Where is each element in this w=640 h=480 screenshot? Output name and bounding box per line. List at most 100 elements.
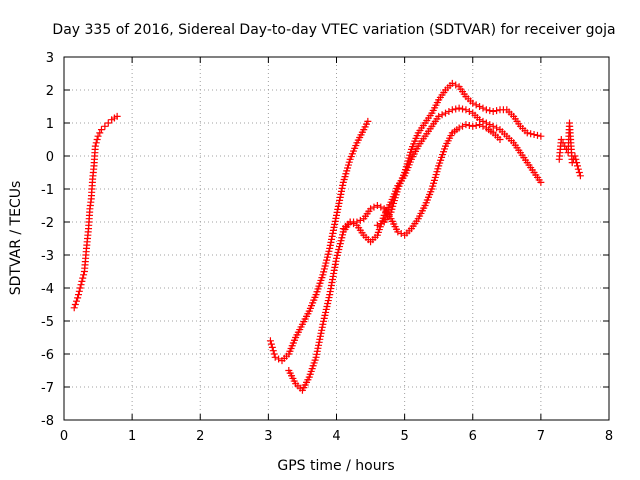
data-point [462, 106, 470, 114]
data-point [325, 294, 333, 302]
data-point [573, 162, 581, 170]
data-point [113, 112, 121, 120]
data-point [324, 297, 332, 305]
data-point [313, 350, 321, 358]
data-point [356, 216, 364, 224]
data-point [336, 193, 344, 201]
data-points [70, 79, 584, 394]
y-tick-label: -8 [41, 414, 54, 429]
data-point [313, 347, 321, 355]
data-point [455, 104, 463, 112]
data-point [320, 314, 328, 322]
data-point [318, 323, 326, 331]
data-point [493, 107, 501, 115]
data-point [324, 300, 332, 308]
data-point [367, 205, 375, 213]
data-point [336, 243, 344, 251]
data-point [373, 221, 381, 229]
data-point [486, 121, 494, 129]
data-point [74, 291, 82, 299]
data-point [455, 124, 463, 132]
data-point [574, 165, 582, 173]
data-point [331, 220, 339, 228]
data-point [270, 350, 278, 358]
data-point [353, 218, 361, 226]
data-point [370, 203, 378, 211]
data-point [267, 340, 275, 348]
data-point [373, 202, 381, 209]
data-point [333, 208, 341, 216]
x-tick-label: 2 [196, 429, 204, 444]
data-point [77, 281, 85, 289]
data-point [527, 130, 535, 138]
data-point [79, 274, 87, 282]
data-point [445, 107, 453, 115]
data-point [334, 202, 342, 210]
y-tick-label: -1 [41, 183, 54, 198]
data-point [465, 107, 473, 115]
data-point [338, 184, 346, 192]
data-point [472, 121, 480, 129]
data-point [329, 229, 337, 237]
data-point [523, 129, 531, 137]
data-point [330, 223, 338, 231]
data-point [448, 106, 456, 114]
x-axis-label: GPS time / hours [277, 458, 394, 474]
data-point [533, 131, 541, 139]
data-point [489, 122, 497, 130]
data-point [316, 335, 324, 343]
data-point [315, 341, 323, 349]
data-point [329, 226, 337, 234]
data-point [338, 234, 346, 242]
data-point [576, 172, 584, 180]
data-point [476, 103, 484, 110]
data-point [448, 79, 456, 87]
data-point [337, 190, 345, 198]
data-point [323, 302, 331, 310]
data-point [92, 139, 100, 147]
data-point [331, 217, 339, 225]
y-tick-label: -3 [41, 249, 54, 264]
data-point [334, 205, 342, 213]
data-point [101, 122, 109, 130]
data-point [469, 99, 477, 107]
data-point [93, 136, 101, 143]
x-tick-label: 6 [469, 429, 477, 444]
data-point [476, 121, 484, 129]
data-point [319, 320, 327, 328]
y-tick-label: -7 [41, 381, 54, 396]
axes: 0 1 2 3 4 5 6 7 8 -8 -7 -6 -5 -4 -3 -2 -1 0 1 2 3 [41, 51, 613, 444]
data-point [76, 284, 84, 292]
data-point [573, 159, 581, 167]
data-point [320, 317, 328, 325]
data-point [72, 297, 80, 305]
data-point [322, 308, 330, 316]
grid [64, 57, 609, 420]
data-point [97, 126, 105, 134]
data-point [75, 287, 83, 295]
data-point [442, 109, 449, 117]
data-point [462, 121, 470, 129]
data-point [469, 122, 477, 130]
data-point [336, 196, 344, 204]
data-point [91, 142, 99, 150]
data-point [317, 329, 325, 337]
data-point [335, 199, 343, 207]
y-tick-label: -6 [41, 348, 54, 363]
chart-title: Day 335 of 2016, Sidereal Day-to-day VTE… [52, 22, 615, 38]
x-tick-label: 8 [605, 429, 613, 444]
data-point [377, 203, 385, 211]
y-tick-label: 3 [46, 51, 54, 66]
data-point [71, 301, 79, 308]
data-point [328, 235, 336, 243]
data-point [326, 244, 334, 252]
y-tick-label: 0 [46, 150, 54, 165]
data-point [70, 304, 78, 312]
data-point [339, 181, 347, 189]
data-point [572, 155, 580, 163]
data-point [557, 136, 565, 143]
data-point [452, 81, 460, 89]
data-point [266, 337, 274, 345]
data-point [337, 187, 345, 195]
y-tick-label: -4 [41, 282, 54, 297]
